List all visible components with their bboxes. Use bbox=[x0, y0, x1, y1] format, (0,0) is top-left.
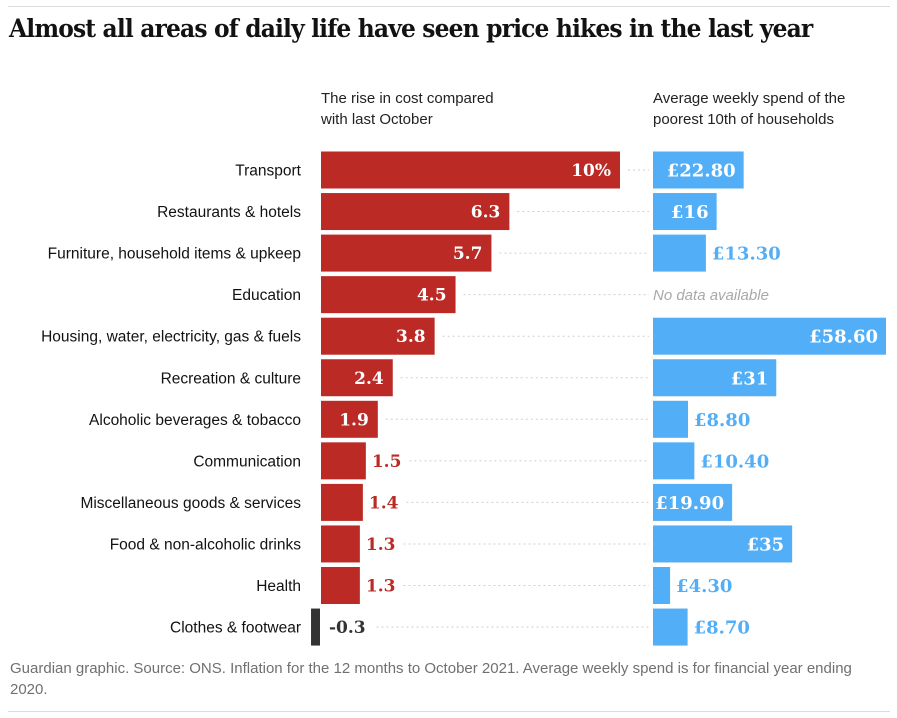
spend-value-label: £16 bbox=[671, 202, 709, 223]
inflation-value-label: 1.3 bbox=[366, 535, 396, 555]
spend-value-label: £8.80 bbox=[694, 410, 750, 431]
chart-title: Almost all areas of daily life have seen… bbox=[9, 14, 813, 43]
category-label: Transport bbox=[235, 163, 301, 180]
inflation-value-label: 1.5 bbox=[372, 452, 402, 472]
inflation-bar bbox=[321, 567, 360, 604]
category-label: Food & non-alcoholic drinks bbox=[110, 536, 302, 553]
spend-bar bbox=[653, 400, 688, 438]
spend-value-label: £13.30 bbox=[712, 244, 781, 265]
bottom-rule bbox=[8, 711, 890, 712]
inflation-value-label: 1.4 bbox=[369, 493, 399, 513]
spend-bar bbox=[653, 608, 688, 646]
left-column-subhead: The rise in cost compared with last Octo… bbox=[321, 88, 494, 130]
spend-value-label: £22.80 bbox=[667, 161, 736, 182]
no-data-label: No data available bbox=[653, 287, 769, 304]
inflation-value-label: 1.3 bbox=[366, 577, 396, 597]
category-label: Miscellaneous goods & services bbox=[80, 495, 301, 512]
spend-bar bbox=[653, 483, 733, 521]
inflation-value-label: -0.3 bbox=[329, 618, 366, 638]
category-label: Education bbox=[232, 287, 301, 304]
inflation-bar bbox=[321, 276, 456, 314]
inflation-value-label: 6.3 bbox=[471, 203, 501, 223]
category-label: Clothes & footwear bbox=[170, 620, 301, 637]
spend-bar bbox=[653, 234, 706, 272]
inflation-bar bbox=[321, 525, 360, 563]
category-label: Restaurants & hotels bbox=[157, 204, 301, 221]
spend-value-label: £8.70 bbox=[694, 618, 750, 639]
inflation-bar bbox=[321, 359, 393, 397]
inflation-bar bbox=[321, 193, 510, 231]
inflation-value-label: 10% bbox=[571, 161, 611, 181]
inflation-bar bbox=[321, 442, 366, 480]
category-label: Communication bbox=[193, 453, 301, 470]
spend-value-label: £35 bbox=[747, 534, 785, 555]
spend-value-label: £10.40 bbox=[700, 451, 769, 472]
left-subhead-line-2: with last October bbox=[321, 111, 433, 128]
inflation-bar bbox=[321, 483, 363, 521]
inflation-value-label: 5.7 bbox=[453, 244, 483, 264]
spend-bar bbox=[653, 525, 793, 563]
right-column-subhead: Average weekly spend of the poorest 10th… bbox=[653, 88, 845, 130]
inflation-value-label: 3.8 bbox=[396, 327, 426, 347]
right-subhead-line-1: Average weekly spend of the bbox=[653, 90, 846, 107]
inflation-value-label: 2.4 bbox=[354, 369, 384, 389]
spend-bar bbox=[653, 567, 671, 604]
spend-value-label: £58.60 bbox=[809, 327, 878, 348]
spend-bar bbox=[653, 317, 886, 355]
left-subhead-line-1: The rise in cost compared bbox=[321, 90, 494, 107]
category-label: Health bbox=[256, 578, 301, 595]
spend-value-label: £4.30 bbox=[676, 576, 732, 597]
category-label: Recreation & culture bbox=[161, 370, 301, 387]
category-label: Furniture, household items & upkeep bbox=[48, 246, 301, 263]
category-label: Alcoholic beverages & tobacco bbox=[89, 412, 301, 429]
inflation-bar-negative bbox=[311, 608, 320, 646]
inflation-bar bbox=[321, 317, 435, 355]
spend-bar bbox=[653, 359, 777, 397]
inflation-bar bbox=[321, 400, 378, 438]
right-subhead-line-2: poorest 10th of households bbox=[653, 111, 834, 128]
category-label: Housing, water, electricity, gas & fuels bbox=[41, 329, 301, 346]
inflation-bar bbox=[321, 234, 492, 272]
spend-value-label: £19.90 bbox=[655, 493, 724, 514]
inflation-bar bbox=[321, 151, 620, 189]
inflation-value-label: 4.5 bbox=[417, 286, 447, 306]
spend-bar bbox=[653, 151, 744, 189]
spend-bar bbox=[653, 193, 717, 231]
spend-bar bbox=[653, 442, 695, 480]
inflation-value-label: 1.9 bbox=[339, 410, 369, 430]
footnote: Guardian graphic. Source: ONS. Inflation… bbox=[10, 660, 852, 698]
top-rule bbox=[8, 6, 890, 7]
spend-value-label: £31 bbox=[731, 368, 769, 389]
